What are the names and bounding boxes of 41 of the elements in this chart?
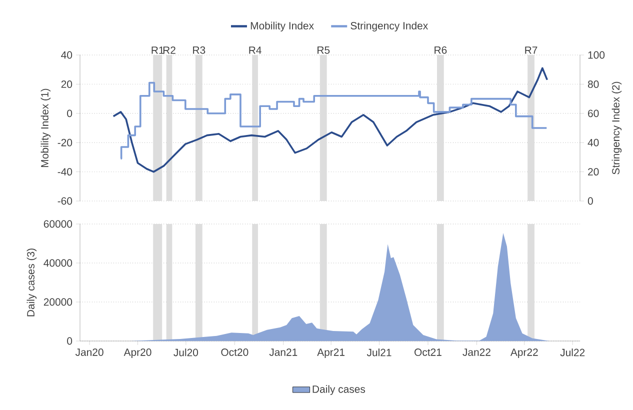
x-tick-label: Jan20 [75,348,104,356]
y2-tick-label: 0 [588,197,593,205]
x-tick-label: Apr22 [510,348,538,358]
line-series [112,67,548,173]
y2-tick-label: 100 [588,51,605,59]
x-tick-label: Jan21 [269,348,298,356]
y-tick-label: -60 [58,197,72,205]
x-tick-label: Oct21 [414,348,442,356]
y2-tick-label: 80 [588,80,599,88]
y-axis-title: Daily cases (3) [26,248,37,316]
x-tick-label: Apr21 [317,348,344,358]
band-label: R7 [525,46,538,54]
legend-label: Stringency Index [350,22,428,32]
band-label: R5 [318,46,330,54]
x-tick-label: Apr20 [124,348,152,358]
y-tick-label: 40000 [44,259,72,267]
band-label: R2 [163,46,176,54]
y-tick-label: 60000 [44,220,72,228]
y-axis-title: Mobility Index (1) [40,88,51,167]
y-tick-label: 0 [67,110,72,118]
y2-tick-label: 40 [588,138,599,146]
band-label: R4 [249,46,262,54]
band-label: R6 [434,46,447,54]
y-tick-label: 0 [67,337,72,345]
y-tick-label: 20 [61,80,72,88]
x-tick-label: Jul21 [366,348,392,356]
y-tick-label: -20 [58,138,72,146]
y2-tick-label: 60 [588,110,599,118]
y-tick-label: -40 [58,168,72,176]
y2-tick-label: 20 [588,168,599,176]
band-label: R1 [152,46,164,54]
band-label: R3 [193,46,206,54]
y2-axis-title: Stringency Index (2) [612,82,622,174]
y-tick-label: 40 [61,51,72,59]
x-tick-label: Jul20 [174,348,198,356]
x-tick-label: Oct20 [221,348,248,356]
x-tick-label: Jul22 [560,348,585,356]
legend-label: Daily cases [312,385,366,395]
x-tick-label: Jan22 [462,348,490,356]
legend-label: Mobility Index [250,22,314,32]
y-tick-label: 20000 [44,298,72,306]
